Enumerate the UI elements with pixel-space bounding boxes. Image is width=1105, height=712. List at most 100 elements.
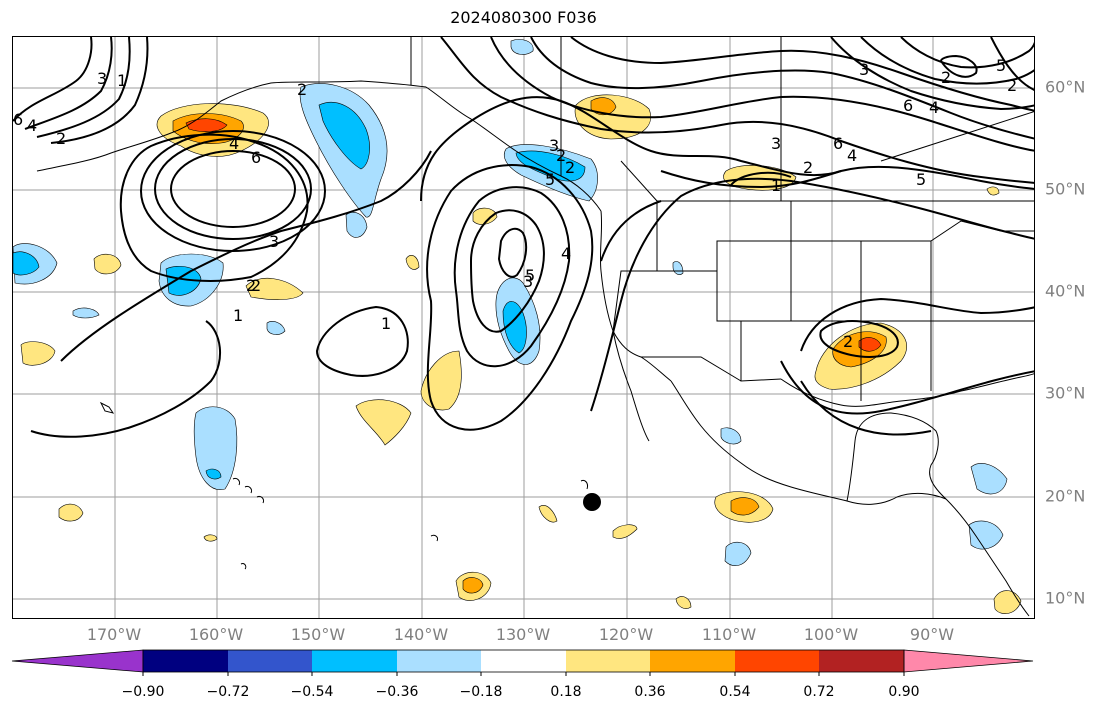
contour-label: 2 [246,276,256,295]
lon-label: 170°W [86,625,142,644]
colorbar-segments [11,649,1034,676]
colorbar-tick-label: −0.18 [459,684,503,700]
lon-label: 160°W [188,625,244,644]
colorbar-tick-label: −0.54 [290,684,334,700]
colorbar-segment [819,650,904,672]
contour-label: 3 [771,134,781,153]
positive-anomaly [58,503,84,522]
colorbar-outline [142,649,905,673]
lat-label: 40°N [1045,281,1086,301]
contour-label: 2 [56,129,66,148]
contour-label: 4 [847,146,857,165]
colorbar-tick-label: −0.72 [206,684,250,700]
colorbar-tick-label: 0.54 [719,684,751,700]
colorbar [11,649,1034,676]
colorbar-tick-label: 0.18 [550,684,582,700]
lat-label: 50°N [1045,179,1086,199]
contour-label: 6 [903,96,913,115]
colorbar-segment [566,650,650,672]
positive-anomaly-strong [730,497,760,516]
lat-label: 60°N [1045,77,1086,97]
negative-anomaly [724,541,752,566]
positive-anomaly-strong [462,577,484,594]
lat-label: 30°N [1045,383,1086,403]
negative-anomaly-strong [502,301,527,354]
colorbar-segment [397,650,481,672]
contour-label: 5 [996,56,1006,75]
colorbar-tick-label: −0.36 [375,684,419,700]
contour-label: 2 [251,276,261,295]
contour-label: 6 [833,134,843,153]
positive-anomaly [675,596,692,609]
positive-anomaly [245,278,304,300]
contour-label-group: 6 4 2 3 1 2 6 4 2 5 3 2 1 3 2 2 5 4 3 1 … [13,56,1017,351]
lon-label: 130°W [495,625,551,644]
map-panel: 6 4 2 3 1 2 6 4 2 5 3 2 1 3 2 2 5 4 3 1 … [12,36,1035,619]
contour-label: 4 [27,116,37,135]
colorbar-tick-label: 0.90 [888,684,920,700]
negative-anomaly [970,463,1008,495]
lon-label: 100°W [803,625,859,644]
positive-anomaly-core [858,337,882,352]
lon-label: 110°W [701,625,757,644]
lat-label: 20°N [1045,486,1086,506]
lon-label: 90°W [909,625,955,644]
contour-label: 4 [229,134,239,153]
negative-anomaly [72,307,100,319]
lon-label: 150°W [290,625,346,644]
colorbar-segment [143,650,228,672]
contour-label: 5 [525,266,535,285]
negative-anomaly-strong [165,266,202,296]
contour-label: 2 [565,158,575,177]
colorbar-tick-label: 0.36 [634,684,666,700]
positive-anomaly [612,524,638,539]
contour-label: 3 [859,60,869,79]
contour-label: 1 [233,306,243,325]
positive-anomaly [93,253,122,275]
contour-label: 6 [251,148,261,167]
positive-anomaly [405,255,420,270]
contour-label: 3 [269,232,279,251]
negative-anomaly [193,406,238,490]
contour-label: 3 [523,272,533,291]
contour-label: 4 [929,98,939,117]
contour-label: 2 [556,146,566,165]
positive-anomaly-core [185,118,228,132]
positive-anomaly [986,186,1000,196]
negative-anomaly-strong [13,251,40,276]
positive-anomaly [203,534,218,542]
contour-label: 1 [771,176,781,195]
positive-anomaly [538,505,558,523]
contour-lines [13,37,1034,438]
lon-label: 120°W [598,625,654,644]
contour-label: 2 [843,332,853,351]
storm-marker [583,493,601,511]
colorbar-segment [481,650,566,672]
negative-anomaly [968,520,1004,550]
positive-anomaly [420,350,462,411]
colorbar-segment [228,650,312,672]
negative-anomaly [510,39,534,55]
negative-anomaly [266,321,286,335]
lat-label: 10°N [1045,588,1086,608]
negative-anomaly [345,212,368,238]
colorbar-extend-min [11,649,144,673]
contour-label: 1 [381,314,391,333]
positive-anomaly [20,341,56,366]
positive-anomaly [355,399,412,446]
contour-label: 2 [1007,76,1017,95]
map-canvas: 6 4 2 3 1 2 6 4 2 5 3 2 1 3 2 2 5 4 3 1 … [13,37,1034,618]
negative-anomaly-strong [205,468,222,480]
colorbar-extend-max [903,649,1034,673]
contour-label: 5 [916,170,926,189]
positive-anomaly [472,207,498,225]
plot-title: 2024080300 F036 [450,8,597,27]
contour-label: 4 [561,244,571,263]
anomaly-shading [13,39,1022,614]
contour-label: 5 [545,170,555,189]
colorbar-segment [650,650,735,672]
contour-label: 2 [297,80,307,99]
colorbar-tick-label: 0.72 [803,684,835,700]
negative-anomaly [720,427,742,445]
colorbar-segment [735,650,819,672]
